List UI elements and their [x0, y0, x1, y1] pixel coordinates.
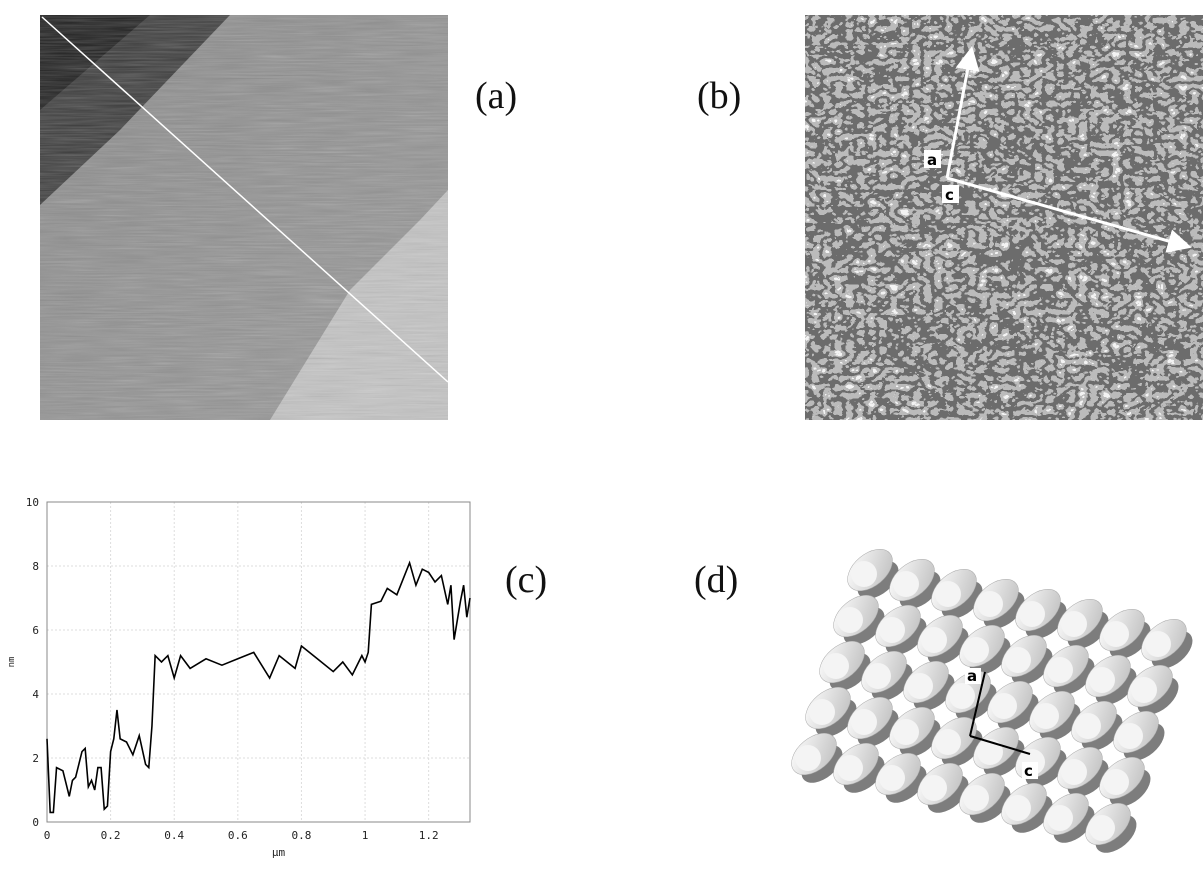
molecule-head [879, 617, 905, 643]
molecule-head [837, 755, 863, 781]
molecule-head [1103, 769, 1129, 795]
molecule-head [977, 591, 1003, 617]
molecule-head [1019, 601, 1045, 627]
panel-label: (b) [697, 75, 741, 117]
axis-annotation: a [967, 667, 977, 685]
molecule-head [1061, 759, 1087, 785]
molecule-head [1089, 667, 1115, 693]
molecule-head [1047, 657, 1073, 683]
molecule-head [1005, 647, 1031, 673]
molecule-head [1061, 611, 1087, 637]
molecule-head [935, 729, 961, 755]
x-tick-label: 0.6 [228, 829, 248, 842]
stm-image [805, 15, 1203, 420]
x-tick-label: 0.2 [101, 829, 121, 842]
x-tick-label: 0 [44, 829, 51, 842]
axis-annotation: c [1024, 762, 1033, 780]
y-tick-label: 0 [32, 816, 39, 829]
x-axis-label: μm [272, 846, 286, 859]
molecule-head [949, 683, 975, 709]
molecule-head [1047, 805, 1073, 831]
molecule-head [879, 765, 905, 791]
panel-label: (a) [475, 75, 517, 117]
x-tick-label: 0.8 [291, 829, 311, 842]
molecule-head [865, 663, 891, 689]
y-tick-label: 2 [32, 752, 39, 765]
molecule-head [921, 775, 947, 801]
molecule-head [963, 637, 989, 663]
panel-label: (d) [694, 559, 738, 601]
molecule-head [1145, 631, 1171, 657]
x-tick-label: 1.2 [419, 829, 439, 842]
molecule-head [907, 673, 933, 699]
molecule-head [1131, 677, 1157, 703]
molecule-head [1075, 713, 1101, 739]
y-tick-label: 10 [26, 496, 39, 509]
y-tick-label: 4 [32, 688, 39, 701]
axis-annotation: c [945, 186, 954, 204]
molecule-head [823, 653, 849, 679]
molecular-model [784, 541, 1200, 860]
figure: (a) (b) a c (c) (d) 0 2 4 6 8 10 0 0.2 0.4 0.6 0.8… [0, 0, 1203, 884]
molecule-head [1005, 795, 1031, 821]
axis-annotation: a [927, 151, 937, 169]
molecule-head [963, 785, 989, 811]
molecule-head [1103, 621, 1129, 647]
afm-image [40, 15, 448, 420]
x-tick-label: 1 [362, 829, 369, 842]
molecule-head [1033, 703, 1059, 729]
y-axis-label: nm [7, 657, 17, 668]
y-tick-label: 8 [32, 560, 39, 573]
molecule-head [851, 709, 877, 735]
molecule-head [809, 699, 835, 725]
panel-label: (c) [505, 559, 547, 601]
molecule-head [837, 607, 863, 633]
molecule-head [893, 719, 919, 745]
molecule-head [893, 571, 919, 597]
molecule-head [795, 745, 821, 771]
molecule-head [921, 627, 947, 653]
molecule-head [1089, 815, 1115, 841]
x-tick-label: 0.4 [164, 829, 184, 842]
profile-chart: 0 2 4 6 8 10 0 0.2 0.4 0.6 0.8 1 1.2 μm nm [7, 496, 470, 859]
y-tick-label: 6 [32, 624, 39, 637]
molecule-head [851, 561, 877, 587]
molecule-head [991, 693, 1017, 719]
molecule-head [1117, 723, 1143, 749]
molecule-head [935, 581, 961, 607]
